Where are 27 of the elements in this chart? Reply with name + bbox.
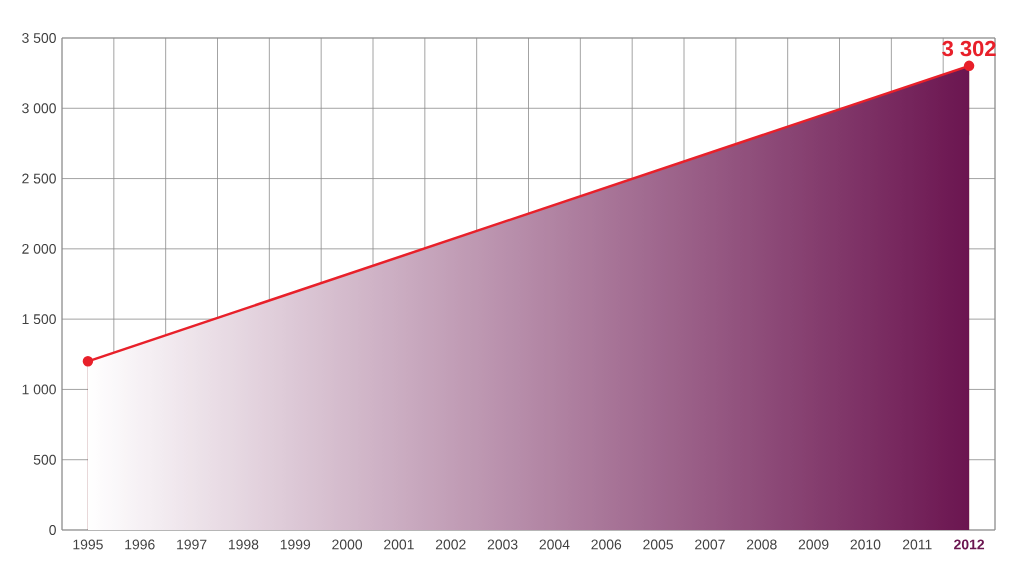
x-tick-label: 2001 <box>384 539 414 550</box>
y-tick-label: 3 000 <box>22 103 56 114</box>
y-tick-label: 2 500 <box>22 173 56 184</box>
x-tick-label: 2006 <box>591 539 622 550</box>
x-tick-label: 2002 <box>435 539 466 550</box>
x-tick-label: 1998 <box>228 539 259 550</box>
x-tick-label: 2010 <box>850 539 881 550</box>
y-tick-label: 1 000 <box>22 384 56 395</box>
y-tick-label: 0 <box>49 525 56 535</box>
x-tick-label: 2012 <box>954 539 985 550</box>
x-tick-label: 1996 <box>125 539 155 550</box>
y-tick-label: 3 500 <box>22 33 56 43</box>
x-tick-label: 2007 <box>695 539 725 550</box>
x-tick-label: 2009 <box>798 539 829 550</box>
x-tick-label: 1999 <box>280 539 311 550</box>
annotation: 3 302 <box>942 40 996 57</box>
x-tick-label: 2003 <box>487 539 518 550</box>
y-tick-label: 1 500 <box>22 314 56 325</box>
x-tick-label: 2004 <box>539 539 570 550</box>
x-tick-label: 1995 <box>73 539 103 550</box>
y-tick-label: 2 000 <box>22 243 56 254</box>
x-tick-label: 2000 <box>332 539 363 550</box>
x-tick-label: 1997 <box>177 539 207 550</box>
x-tick-label: 2005 <box>643 539 674 550</box>
y-tick-label: 500 <box>33 454 56 465</box>
x-tick-label: 2008 <box>746 539 777 550</box>
x-tick-label: 2011 <box>902 539 932 550</box>
